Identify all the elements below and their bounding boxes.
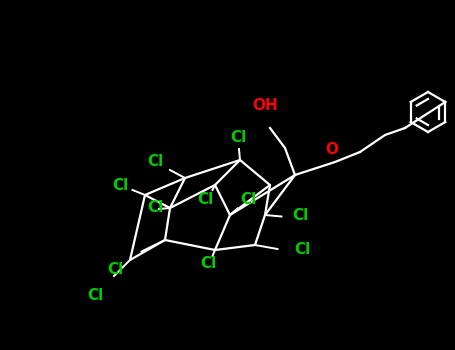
Text: Cl: Cl — [147, 201, 163, 216]
Text: Cl: Cl — [240, 193, 256, 208]
Text: Cl: Cl — [87, 287, 103, 302]
Text: Cl: Cl — [107, 262, 123, 278]
Text: Cl: Cl — [197, 193, 213, 208]
Text: Cl: Cl — [294, 243, 310, 258]
Text: Cl: Cl — [200, 256, 216, 271]
Text: O: O — [325, 142, 339, 158]
Text: Cl: Cl — [112, 177, 128, 192]
Text: Cl: Cl — [147, 154, 163, 169]
Text: Cl: Cl — [292, 208, 308, 223]
Text: Cl: Cl — [230, 131, 246, 146]
Text: OH: OH — [252, 98, 278, 112]
